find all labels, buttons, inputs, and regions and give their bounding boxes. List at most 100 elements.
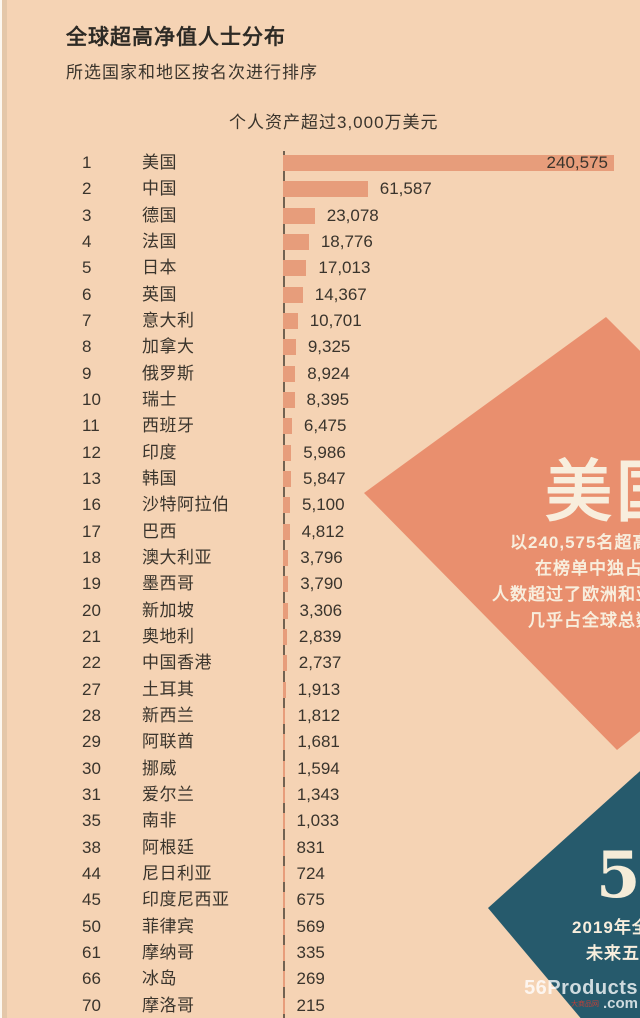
percentage-line-2: 未来五: [586, 944, 640, 963]
value-label: 240,575: [546, 153, 608, 172]
country-label: 德国: [142, 205, 177, 225]
value-bar: [283, 997, 285, 1014]
value-bar: [283, 839, 285, 856]
value-label: 3,790: [300, 574, 343, 594]
rank-label: 21: [82, 626, 101, 646]
value-bar: [283, 260, 307, 277]
value-bar: [283, 760, 286, 777]
value-label: 8,924: [307, 363, 350, 383]
country-label: 菲律宾: [142, 916, 195, 936]
value-label: 215: [296, 995, 325, 1015]
country-label: 冰岛: [142, 969, 177, 989]
value-bar: [283, 944, 285, 961]
value-bar: [283, 233, 309, 250]
rank-label: 28: [82, 705, 101, 725]
us-callout-line-1: 以240,575名超高: [510, 533, 640, 552]
value-label: 1,913: [297, 679, 341, 699]
value-label: 14,367: [314, 284, 367, 304]
value-bar: [283, 681, 286, 698]
page-title: 全球超高净值人士分布: [66, 26, 286, 49]
rank-label: 16: [82, 495, 101, 515]
rank-label: 61: [82, 942, 101, 962]
rank-label: 1: [82, 153, 92, 172]
value-label: 831: [296, 837, 325, 857]
value-label: 1,594: [297, 758, 340, 778]
value-label: 3,306: [299, 600, 343, 620]
value-label: 17,013: [318, 258, 371, 278]
value-bar: [283, 813, 285, 830]
us-callout-line-3: 人数超过了欧洲和亚: [492, 585, 640, 604]
rank-label: 2: [82, 179, 92, 199]
value-label: 5,986: [303, 442, 346, 462]
value-bar: [283, 892, 285, 909]
rank-label: 27: [82, 679, 101, 699]
value-label: 2,839: [298, 626, 342, 646]
country-label: 瑞士: [142, 389, 177, 409]
country-label: 奥地利: [142, 626, 195, 646]
country-label: 沙特阿拉伯: [142, 495, 230, 515]
value-label: 3,796: [300, 547, 343, 567]
value-bar: [283, 339, 296, 356]
value-bar: [283, 576, 289, 593]
rank-label: 20: [82, 600, 101, 620]
value-label: 18,776: [320, 231, 373, 251]
country-label: 英国: [142, 284, 177, 304]
value-label: 1,812: [297, 705, 341, 725]
watermark-brand: 56Products: [524, 977, 638, 999]
country-label: 中国: [142, 179, 177, 199]
value-bar: [283, 918, 285, 935]
value-label: 23,078: [326, 205, 379, 225]
rank-label: 19: [82, 574, 101, 594]
value-bar: [283, 523, 290, 540]
value-label: 1,033: [296, 811, 340, 831]
value-bar: [283, 207, 315, 224]
value-label: 5,847: [303, 468, 346, 488]
value-bar: [283, 286, 303, 303]
page-subtitle: 所选国家和地区按名次进行排序: [66, 63, 318, 82]
value-label: 5,100: [302, 495, 345, 515]
country-label: 挪威: [142, 758, 177, 778]
value-bar: [283, 155, 614, 171]
value-bar: [283, 865, 285, 882]
watermark: 56Products 大商品网 .com: [524, 977, 638, 1012]
value-bar: [283, 628, 287, 645]
rank-label: 70: [82, 995, 101, 1015]
value-bar: [283, 312, 298, 329]
value-label: 6,475: [303, 416, 347, 436]
value-bar: [283, 707, 286, 724]
country-label: 新西兰: [142, 705, 195, 725]
country-label: 美国: [142, 153, 177, 172]
value-bar: [283, 655, 287, 672]
rank-label: 4: [82, 231, 92, 251]
rank-label: 44: [82, 863, 101, 883]
value-label: 269: [296, 969, 325, 989]
rank-label: 10: [82, 389, 101, 409]
value-bar: [283, 971, 285, 988]
rank-label: 6: [82, 284, 92, 304]
value-label: 4,812: [301, 521, 345, 541]
country-label: 尼日利亚: [142, 863, 212, 883]
country-label: 南非: [142, 811, 177, 831]
value-bar: [283, 418, 292, 435]
country-label: 摩洛哥: [142, 995, 195, 1015]
rank-label: 22: [82, 653, 101, 673]
value-label: 61,587: [379, 179, 432, 199]
left-edge-shadow: [2, 0, 7, 1018]
rank-label: 8: [82, 337, 92, 357]
rank-label: 29: [82, 732, 101, 752]
rank-label: 17: [82, 521, 101, 541]
country-label: 土耳其: [142, 679, 195, 699]
value-label: 2,737: [298, 653, 342, 673]
value-bar: [283, 391, 295, 408]
country-label: 印度尼西亚: [142, 890, 230, 910]
rank-label: 50: [82, 916, 101, 936]
value-bar: [283, 734, 286, 751]
value-bar: [283, 786, 285, 803]
country-label: 墨西哥: [142, 574, 195, 594]
percentage-line-1: 2019年全: [572, 918, 640, 937]
country-label: 新加坡: [142, 600, 195, 620]
rank-label: 30: [82, 758, 101, 778]
rank-label: 35: [82, 811, 101, 831]
country-label: 阿根廷: [142, 837, 195, 857]
